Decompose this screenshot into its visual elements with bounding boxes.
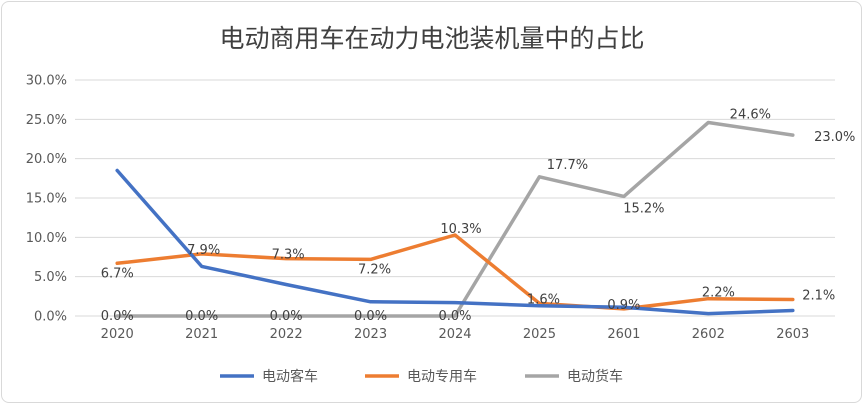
- y-tick-label: 30.0%: [26, 74, 67, 89]
- x-tick-label: 2022: [270, 327, 303, 342]
- data-label: 7.2%: [358, 262, 391, 277]
- x-tick-label: 2603: [776, 327, 809, 342]
- data-label: 0.0%: [185, 309, 218, 324]
- series-line-0: [115, 168, 795, 316]
- data-label: 0.0%: [354, 309, 387, 324]
- legend-label: 电动专用车: [407, 368, 477, 385]
- data-label: 15.2%: [623, 201, 664, 216]
- x-axis-ticks: 2020 2021 2022 2023 2024 2025 2601 2602 2603: [101, 327, 810, 342]
- x-tick-label: 2601: [607, 327, 640, 342]
- data-label: 6.7%: [101, 266, 134, 281]
- data-label: 0.0%: [270, 309, 303, 324]
- data-label: 24.6%: [730, 107, 771, 122]
- data-label: 10.3%: [440, 222, 481, 237]
- data-label: 7.9%: [187, 243, 220, 258]
- data-label: 2.2%: [702, 286, 735, 301]
- x-tick-label: 2024: [438, 327, 471, 342]
- data-label: 0.0%: [101, 309, 134, 324]
- data-label: 0.9%: [607, 298, 640, 313]
- y-axis-ticks: 0.0% 5.0% 10.0% 15.0% 20.0% 25.0% 30.0%: [26, 74, 67, 325]
- y-tick-label: 20.0%: [26, 152, 67, 167]
- chart-title: 电动商用车在动力电池装机量中的占比: [219, 24, 644, 53]
- series-line-2: [115, 120, 795, 318]
- data-label: 2.1%: [802, 288, 835, 303]
- data-labels: 6.7% 7.9% 7.3% 7.2% 10.3% 1.6% 0.9% 2.2% 2.1% 0.0…: [101, 107, 856, 324]
- legend-label: 电动货车: [567, 368, 623, 385]
- data-label: 7.3%: [272, 248, 305, 263]
- y-tick-label: 25.0%: [26, 113, 67, 128]
- y-tick-label: 10.0%: [26, 231, 67, 246]
- y-tick-label: 5.0%: [34, 270, 67, 285]
- gridlines: [75, 79, 835, 317]
- y-tick-label: 0.0%: [34, 310, 67, 325]
- y-tick-label: 15.0%: [26, 192, 67, 207]
- legend: 电动客车 电动专用车 电动货车: [220, 368, 623, 385]
- data-label: 23.0%: [814, 130, 855, 145]
- series-lines: [115, 120, 795, 318]
- x-tick-label: 2023: [354, 327, 387, 342]
- x-tick-label: 2025: [523, 327, 556, 342]
- x-tick-label: 2021: [185, 327, 218, 342]
- x-tick-label: 2020: [101, 327, 134, 342]
- data-label: 1.6%: [527, 292, 560, 307]
- data-label: 0.0%: [438, 309, 471, 324]
- data-label: 17.7%: [547, 158, 588, 173]
- series-line-1: [115, 233, 795, 311]
- legend-label: 电动客车: [262, 368, 318, 385]
- x-tick-label: 2602: [692, 327, 725, 342]
